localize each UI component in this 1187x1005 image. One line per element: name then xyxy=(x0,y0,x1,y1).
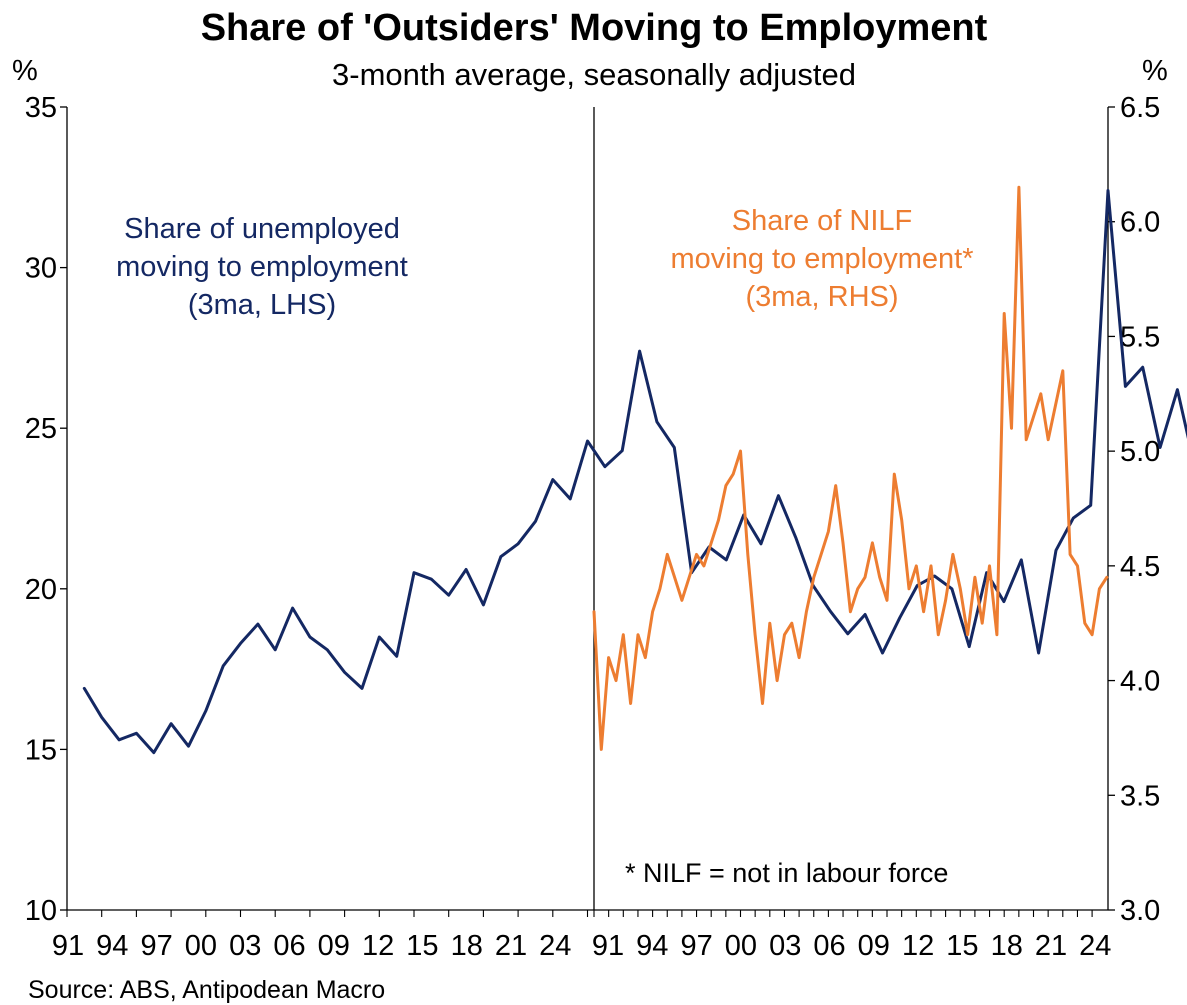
series-label-nilf: moving to employment* xyxy=(670,243,973,275)
axes-group: 10 15 20 25 30 35 3.0 3.5 4.0 4.5 5.0 5.5 6.0 6.5 91 94… xyxy=(25,92,1161,962)
x-tick-label-left: 21 xyxy=(495,930,527,962)
chart-title: Share of 'Outsiders' Moving to Employmen… xyxy=(201,7,988,49)
x-tick-label-left: 97 xyxy=(140,930,172,962)
series-line-nilf xyxy=(592,185,1109,751)
footnote: * NILF = not in labour force xyxy=(625,858,948,888)
x-tick-label-left: 15 xyxy=(406,930,438,962)
x-tick-label-right: 15 xyxy=(946,930,978,962)
x-tick-label-right: 12 xyxy=(902,930,934,962)
x-tick-label-left: 03 xyxy=(229,930,261,962)
x-tick-label-left: 09 xyxy=(318,930,350,962)
right-y-tick-label: 5.5 xyxy=(1120,321,1160,353)
chart-subtitle: 3-month average, seasonally adjusted xyxy=(332,57,856,92)
x-tick-label-right: 03 xyxy=(769,930,801,962)
x-tick-label-left: 24 xyxy=(539,930,571,962)
x-tick-label-right: 21 xyxy=(1035,930,1067,962)
series-label-nilf: Share of NILF xyxy=(732,205,913,237)
x-tick-label-right: 00 xyxy=(725,930,757,962)
series-label-unemployed: moving to employment xyxy=(116,251,408,283)
x-tick-label-right: 18 xyxy=(991,930,1023,962)
x-tick-label-left: 91 xyxy=(52,930,84,962)
series-label-nilf: (3ma, RHS) xyxy=(745,281,898,313)
series-label-unemployed: Share of unemployed xyxy=(124,213,400,245)
x-tick-label-right: 06 xyxy=(813,930,845,962)
x-tick-label-right: 24 xyxy=(1079,930,1111,962)
series-labels-group: Share of unemployed moving to employment (… xyxy=(116,205,973,321)
right-y-tick-label: 3.5 xyxy=(1120,780,1160,812)
right-y-tick-label: 6.0 xyxy=(1120,207,1160,239)
right-y-tick-label: 5.0 xyxy=(1120,436,1160,468)
left-y-tick-label: 20 xyxy=(25,574,57,606)
left-y-tick-label: 35 xyxy=(25,92,57,124)
left-y-tick-label: 15 xyxy=(25,734,57,766)
right-axis-unit: % xyxy=(1142,55,1168,87)
x-tick-label-right: 09 xyxy=(858,930,890,962)
x-tick-label-left: 12 xyxy=(362,930,394,962)
left-axis-unit: % xyxy=(12,55,38,87)
left-y-tick-label: 25 xyxy=(25,413,57,445)
x-tick-label-right: 97 xyxy=(680,930,712,962)
left-y-tick-label: 10 xyxy=(25,895,57,927)
source-note: Source: ABS, Antipodean Macro xyxy=(28,976,385,1004)
x-tick-label-right: 91 xyxy=(592,930,624,962)
right-y-tick-label: 4.0 xyxy=(1120,666,1160,698)
right-y-tick-label: 3.0 xyxy=(1120,895,1160,927)
series-line-unemployed xyxy=(82,189,1187,755)
x-tick-label-left: 00 xyxy=(185,930,217,962)
x-tick-label-right: 94 xyxy=(636,930,668,962)
series-group xyxy=(82,185,1187,755)
left-y-tick-label: 30 xyxy=(25,253,57,285)
series-label-unemployed: (3ma, LHS) xyxy=(188,289,336,321)
x-tick-label-left: 06 xyxy=(273,930,305,962)
right-y-tick-label: 4.5 xyxy=(1120,551,1160,583)
right-y-tick-label: 6.5 xyxy=(1120,92,1160,124)
x-tick-label-left: 94 xyxy=(96,930,128,962)
x-tick-label-left: 18 xyxy=(451,930,483,962)
